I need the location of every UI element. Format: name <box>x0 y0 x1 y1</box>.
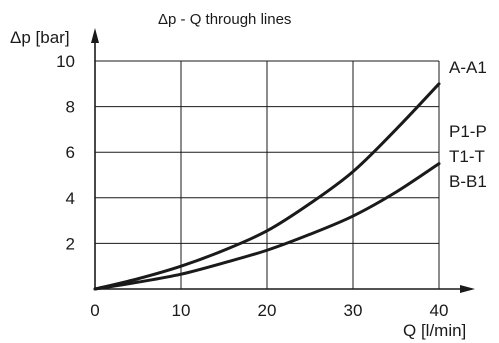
chart-title: Δp - Q through lines <box>158 11 291 28</box>
x-tick-label-30: 30 <box>344 301 363 320</box>
legend-label-0: A-A1 <box>449 58 487 77</box>
y-tick-label-6: 6 <box>66 143 75 162</box>
y-axis-arrow <box>91 28 99 43</box>
series-line-0 <box>93 82 441 291</box>
labels: 0 10 20 30 40 2 4 6 8 10 Δp - Q through lines Δp [b… <box>10 11 487 340</box>
x-tick-label-10: 10 <box>172 301 191 320</box>
y-tick-label-8: 8 <box>66 98 75 117</box>
y-axis-label: Δp [bar] <box>10 28 70 47</box>
series-lines <box>93 82 441 291</box>
y-tick-label-4: 4 <box>66 189 75 208</box>
legend-label-2: T1-T <box>449 147 485 166</box>
axes <box>91 28 475 293</box>
grid <box>95 60 440 289</box>
x-axis-label: Q [l/min] <box>403 321 466 340</box>
x-tick-label-20: 20 <box>258 301 277 320</box>
x-tick-label-0: 0 <box>90 301 99 320</box>
series-line-1 <box>93 162 441 291</box>
legend-label-3: B-B1 <box>449 172 487 191</box>
y-tick-label-2: 2 <box>66 234 75 253</box>
y-tick-label-10: 10 <box>56 52 75 71</box>
x-tick-label-40: 40 <box>430 301 449 320</box>
x-axis-arrow <box>460 285 475 293</box>
legend-label-1: P1-P <box>449 122 487 141</box>
